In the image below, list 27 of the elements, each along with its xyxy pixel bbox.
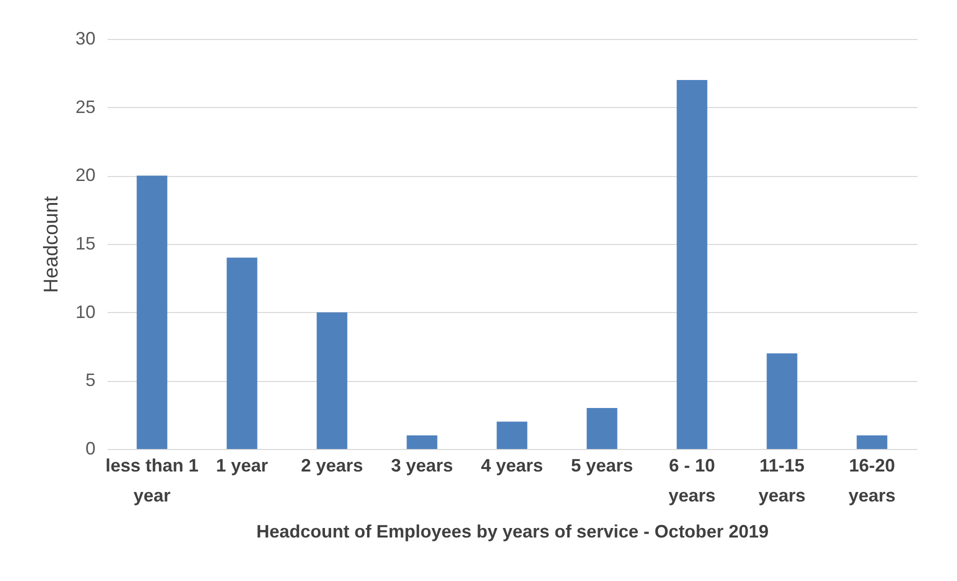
y-tick-label: 0 [85,438,96,458]
bar [406,435,438,449]
x-tick-label: 16-20 years [848,456,896,506]
bar [316,312,348,449]
y-tick-label: 15 [75,234,96,254]
x-tick-label: 3 years [390,456,454,476]
x-tick-label: 1 year [216,456,268,476]
y-tick-label: 10 [75,302,96,322]
x-tick-label: 11-15 years [758,456,806,506]
bar [676,80,708,449]
bar [136,176,168,449]
x-tick-label: 2 years [300,456,364,476]
y-axis-title: Headcount [40,196,62,293]
x-tick-label: 4 years [480,456,544,476]
bar [586,408,618,449]
bar [496,422,528,449]
bar [226,258,258,449]
y-tick-label: 20 [75,165,96,186]
x-tick-label: 5 years [570,456,634,476]
y-tick-label: 30 [75,28,96,48]
x-tick-label: less than 1 year [105,456,199,506]
y-tick-label: 25 [75,96,96,117]
x-tick-label: 6 - 10 years [668,456,716,506]
bar [766,353,798,449]
y-tick-label: 5 [85,370,96,390]
bar [856,435,888,449]
x-axis-title: Headcount of Employees by years of service - October 2019 [256,522,769,542]
